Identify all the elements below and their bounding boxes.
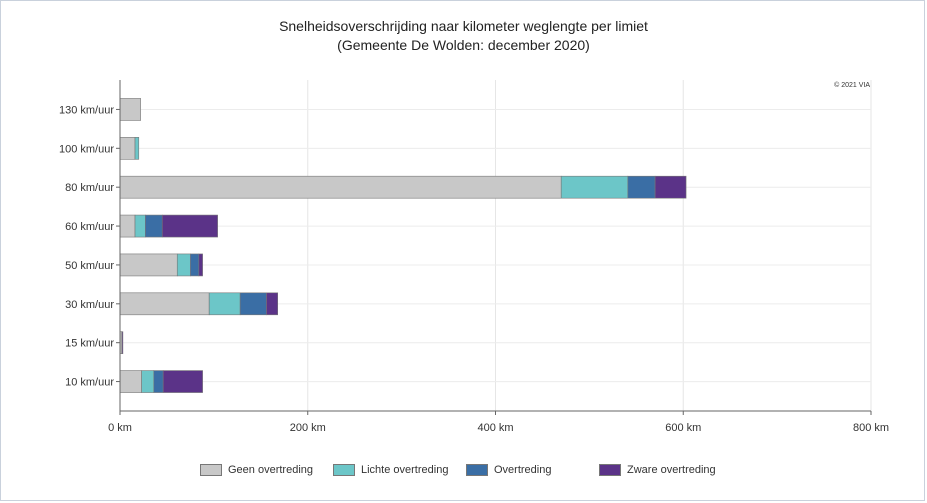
bar-segment (119, 137, 136, 160)
bar-segment (654, 175, 687, 199)
legend-item: Lichte overtreding (333, 464, 448, 476)
bar-segment (119, 370, 142, 393)
bar-segment (161, 214, 218, 238)
legend-item: Zware overtreding (599, 464, 716, 476)
bar-segment (119, 253, 178, 277)
legend-label: Overtreding (494, 464, 552, 476)
chart-subtitle: (Gemeente De Wolden: december 2020) (337, 37, 590, 53)
axes (116, 80, 872, 415)
bar-segment (119, 292, 210, 316)
bar-segment (134, 214, 146, 238)
bar-segment (121, 331, 124, 354)
category-label: 100 km/uur (59, 143, 114, 155)
category-label: 15 km/uur (65, 338, 114, 350)
bar-segment (239, 292, 267, 316)
legend-label: Geen overtreding (228, 464, 313, 476)
x-tick-label: 0 km (108, 422, 132, 434)
legend-item: Overtreding (466, 464, 551, 476)
bar-segment (190, 253, 200, 277)
x-tick-label: 600 km (665, 422, 701, 434)
legend-swatch (333, 464, 355, 476)
category-label: 80 km/uur (65, 182, 114, 194)
x-tick-label: 800 km (853, 422, 889, 434)
x-tick-label: 400 km (477, 422, 513, 434)
legend-item: Geen overtreding (200, 464, 313, 476)
legend-label: Lichte overtreding (361, 464, 449, 476)
category-label: 130 km/uur (59, 104, 114, 116)
legend-label: Zware overtreding (627, 464, 716, 476)
bar-segment (153, 370, 164, 393)
bar-segment (627, 175, 656, 199)
bar-segment (141, 370, 155, 393)
bar-segment (162, 370, 203, 393)
gridlines (120, 80, 872, 411)
legend-swatch (200, 464, 222, 476)
bar-segment (119, 98, 141, 121)
category-label: 50 km/uur (65, 260, 114, 272)
x-tick-label: 200 km (290, 422, 326, 434)
bar-segment (266, 292, 279, 316)
category-label: 60 km/uur (65, 221, 114, 233)
bar-segment (119, 214, 136, 238)
category-label: 10 km/uur (65, 377, 114, 389)
legend-swatch (466, 464, 488, 476)
bar-segment (134, 137, 140, 160)
legend: Geen overtreding Lichte overtreding Overtr… (0, 464, 927, 482)
copyright-note: © 2021 VIA (834, 81, 870, 89)
bar-segment (560, 175, 629, 199)
chart-title: Snelheidsoverschrijding naar kilometer w… (279, 18, 648, 34)
bars (119, 98, 687, 393)
labels: 0 km 200 km 400 km 600 km 800 km 130 km/uur 10… (59, 104, 889, 434)
category-label: 30 km/uur (65, 299, 114, 311)
bar-segment (208, 292, 241, 316)
bar-segment (119, 175, 562, 199)
bar-segment (176, 253, 191, 277)
bar-chart: 0 km 200 km 400 km 600 km 800 km 130 km/uur 10… (59, 80, 889, 434)
legend-swatch (599, 464, 621, 476)
bar-segment (198, 253, 203, 277)
bar-segment (145, 214, 163, 238)
